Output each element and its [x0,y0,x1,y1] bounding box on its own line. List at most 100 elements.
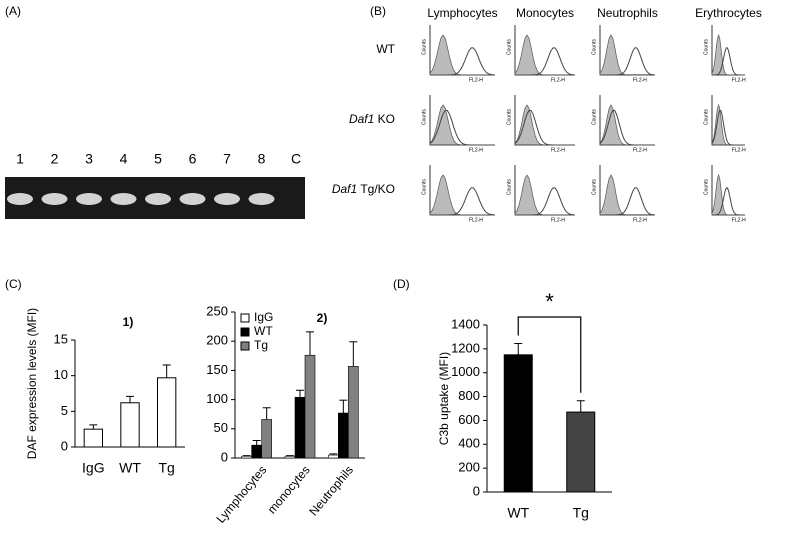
y-tick-label: 0 [61,438,68,453]
row-label-part: Daf1 [332,182,357,196]
hist-y-label: Counts [506,39,512,55]
legend-label: WT [254,324,273,338]
row-label: WT [376,42,395,56]
gel-band [76,193,102,205]
panel-sublabel: 1) [123,315,134,329]
bar [284,455,296,459]
y-tick-label: 0 [473,483,480,498]
y-tick-label: 600 [458,412,480,427]
hist-control [711,33,745,76]
bar [83,428,103,448]
lane-label: 4 [120,151,128,167]
legend-swatch [240,313,250,323]
hist-sample [599,47,656,76]
legend-label: Tg [254,338,268,352]
hist-sample [514,110,575,146]
hist-x-label: FL2-H [732,147,746,153]
legend-swatch [240,327,250,337]
hist-x-label: FL2-H [551,217,565,223]
lane-label: 7 [223,151,231,167]
lane-label: 3 [85,151,93,167]
hist-control [711,173,745,216]
bar [261,419,272,459]
y-tick-label: 1000 [451,364,480,379]
bar [348,366,359,459]
y-tick-label: 15 [54,331,68,346]
y-tick-label: 10 [54,367,68,382]
y-tick-label: 800 [458,388,480,403]
y-tick-label: 50 [214,420,228,435]
column-header: Erythrocytes [695,6,762,20]
hist-control [429,34,495,76]
lane-label: 1 [16,151,24,167]
y-tick-label: 0 [221,449,228,464]
gel-band [214,193,240,205]
row-label-part: KO [374,112,395,126]
hist-control [514,34,575,76]
bar [566,411,596,493]
y-tick-label: 5 [61,403,68,418]
hist-y-label: Counts [506,109,512,125]
hist-x-label: FL2-H [732,217,746,223]
column-header: Lymphocytes [427,6,497,20]
hist-sample [599,110,655,146]
hist-y-label: Counts [591,109,597,125]
gel-band [248,193,275,205]
row-label-part: WT [376,42,395,56]
hist-y-label: Counts [703,179,709,195]
hist-control [599,34,655,76]
lane-label: 6 [189,151,197,167]
lane-label: C [291,151,301,167]
hist-y-label: Counts [591,179,597,195]
gel-band [145,193,171,205]
y-tick-label: 1200 [451,340,480,355]
panel-label: (B) [370,4,386,18]
gel-band [41,193,68,205]
hist-y-label: Counts [703,39,709,55]
y-tick-label: 150 [206,362,228,377]
hist-sample [711,110,745,146]
bar [328,454,339,459]
hist-x-label: FL2-H [551,147,565,153]
row-label: Daf1 Tg/KO [332,182,395,196]
panel-sublabel: 2) [317,311,328,325]
row-label-part: Daf1 [349,112,374,126]
hist-y-label: Counts [421,39,427,55]
legend-swatch [240,341,250,351]
hist-control [429,174,495,216]
y-tick-label: 200 [458,460,480,475]
hist-x-label: FL2-H [633,147,647,153]
legend-label: IgG [254,310,273,324]
hist-sample [429,110,495,146]
bar [294,396,306,459]
hist-x-label: FL2-H [469,217,483,223]
gel-band [110,193,137,205]
x-tick-label: IgG [82,460,105,476]
hist-control [514,174,575,216]
hist-sample [429,187,496,216]
hist-control [599,174,655,216]
column-header: Neutrophils [597,6,658,20]
bar [503,354,533,493]
hist-x-label: FL2-H [469,147,483,153]
hist-y-label: Counts [421,179,427,195]
x-tick-label: Lymphocytes [214,463,270,526]
hist-x-label: FL2-H [633,217,647,223]
y-tick-label: 100 [206,391,228,406]
gel-band [179,193,206,205]
y-tick-label: 1400 [451,316,480,331]
bar [338,412,349,459]
significance-label: * [545,289,554,314]
y-axis-label: C3b uptake (MFI) [437,352,451,445]
bar [251,444,262,459]
y-tick-label: 200 [206,333,228,348]
row-label-part: Tg/KO [357,182,395,196]
hist-sample [712,47,745,76]
hist-y-label: Counts [703,109,709,125]
x-tick-label: monocytes [265,463,313,516]
x-tick-label: WT [507,505,529,521]
hist-sample [429,47,496,76]
hist-sample [514,187,576,216]
hist-x-label: FL2-H [469,77,483,83]
